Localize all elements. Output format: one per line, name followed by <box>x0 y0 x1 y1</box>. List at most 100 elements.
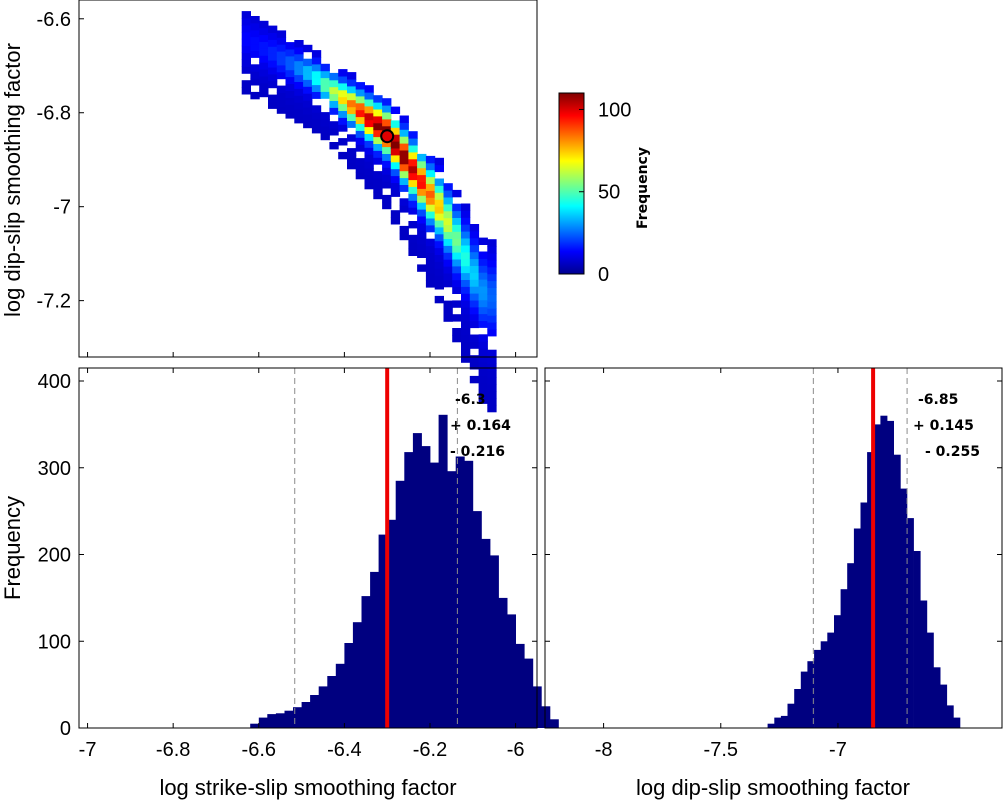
heatmap-cell <box>259 20 269 29</box>
heatmap-cell <box>461 231 471 239</box>
strike-slip-bar <box>498 597 508 728</box>
heatmap-cell <box>399 115 409 123</box>
dip-slip-bar <box>787 703 795 728</box>
heatmap-cell <box>373 157 383 165</box>
heatmap-cell <box>285 83 295 91</box>
heatmap-cell <box>276 51 287 59</box>
strike-slip-bar <box>378 534 388 728</box>
heatmap-cell <box>285 97 295 105</box>
heatmap-cell <box>443 203 453 212</box>
heatmap-cell <box>434 261 444 269</box>
heatmap-cell <box>373 136 383 144</box>
dip-slip-lines <box>812 368 908 728</box>
heatmap-cell <box>434 185 444 193</box>
heatmap-cell <box>399 184 409 192</box>
strike-slip-y-tick-label: 300 <box>38 458 71 480</box>
heatmap-cell <box>373 184 383 193</box>
heatmap-cell <box>276 58 287 66</box>
heatmap-cell <box>443 273 453 281</box>
heatmap-cell <box>408 151 418 160</box>
strike-slip-bar <box>447 471 457 728</box>
heatmap-cell <box>487 301 497 309</box>
heatmap-cell <box>259 89 269 98</box>
heatmap-cell <box>399 205 409 213</box>
heatmap-cell <box>355 89 365 97</box>
heatmap-cell <box>425 266 436 274</box>
heatmap-cell <box>443 217 453 226</box>
heatmap-cell <box>347 113 357 121</box>
dip-slip-bar <box>853 528 861 728</box>
heatmap-cell <box>259 27 269 36</box>
heatmap-cell <box>417 243 427 252</box>
heatmap-cell <box>399 163 409 172</box>
strike-slip-bar <box>258 717 268 728</box>
heatmap-cell <box>469 313 480 322</box>
heatmap-cell <box>259 55 269 63</box>
heatmap-cell <box>320 84 330 92</box>
heatmap-cell <box>478 292 488 301</box>
strike-slip-bar <box>524 658 534 728</box>
heatmap-cell <box>285 42 295 50</box>
strike-slip-x-tick-label: -6.8 <box>156 739 190 761</box>
heatmap-cell <box>241 31 251 40</box>
heatmap-cell <box>303 65 313 73</box>
heatmap-cell <box>425 162 436 171</box>
heatmap-cell <box>276 106 287 114</box>
heatmap-cell <box>294 95 304 103</box>
heatmap-cell <box>478 258 488 266</box>
heatmap-cell <box>443 307 453 315</box>
heatmap-cell <box>347 155 357 163</box>
heatmap-cell <box>425 252 436 260</box>
heatmap-cell <box>250 91 260 100</box>
heatmap-cell <box>338 96 348 105</box>
heatmap-cell <box>399 170 409 179</box>
heatmap-cell <box>382 112 392 120</box>
heatmap-cell <box>390 168 401 177</box>
heatmap-cell <box>461 341 471 349</box>
strike-slip-bar <box>387 519 397 728</box>
strike-slip-bar <box>438 414 448 728</box>
heatmap-cell <box>373 191 383 200</box>
heatmap-cell <box>408 248 418 256</box>
heatmap-cell <box>268 32 278 40</box>
heatmap-cell <box>452 265 462 274</box>
heatmap-cell <box>434 199 444 207</box>
colorbar-label: Frequency <box>635 147 651 229</box>
heatmap-cell <box>443 314 453 322</box>
heatmap-cell <box>417 160 427 169</box>
heatmap-cell <box>390 189 401 197</box>
heatmap-cell <box>382 201 392 210</box>
heatmap-cell <box>452 334 462 343</box>
heatmap-cell <box>338 117 348 125</box>
dip-slip-x-tick-label: -8 <box>595 739 613 761</box>
heatmap-cell <box>303 100 313 108</box>
heatmap-cell <box>443 252 453 260</box>
strike-slip-bar <box>284 710 294 728</box>
heatmap-cell <box>373 102 383 110</box>
heatmap-cell <box>373 122 383 131</box>
heatmap-cell <box>250 71 260 79</box>
heatmap-cell <box>434 178 444 186</box>
heatmap-cell <box>425 169 436 178</box>
heatmap-cell <box>478 299 488 308</box>
strike-slip-x-tick-label: -6.6 <box>242 739 276 761</box>
heatmap-cell <box>276 64 287 73</box>
heatmap-cell <box>347 161 357 170</box>
heatmap-cell <box>355 109 365 118</box>
heatmap-cell <box>250 16 260 24</box>
heatmap-cell <box>250 78 260 86</box>
heatmap-cell <box>276 37 287 45</box>
heatmap-cell <box>434 282 444 290</box>
heatmap-cell <box>382 194 392 203</box>
dip-slip-bars <box>767 415 961 728</box>
heatmap-cell <box>338 89 348 98</box>
heatmap-cell <box>408 179 418 187</box>
heatmap-cell <box>329 93 339 101</box>
heatmap-cell <box>259 34 269 42</box>
heatmap-cell <box>294 74 304 82</box>
strike-slip-x-tick-label: -6.2 <box>413 739 447 761</box>
heatmap-cell <box>294 102 304 110</box>
heatmap-cell <box>241 45 251 54</box>
heatmap-cell <box>329 121 339 129</box>
heatmap-cell <box>478 355 488 363</box>
